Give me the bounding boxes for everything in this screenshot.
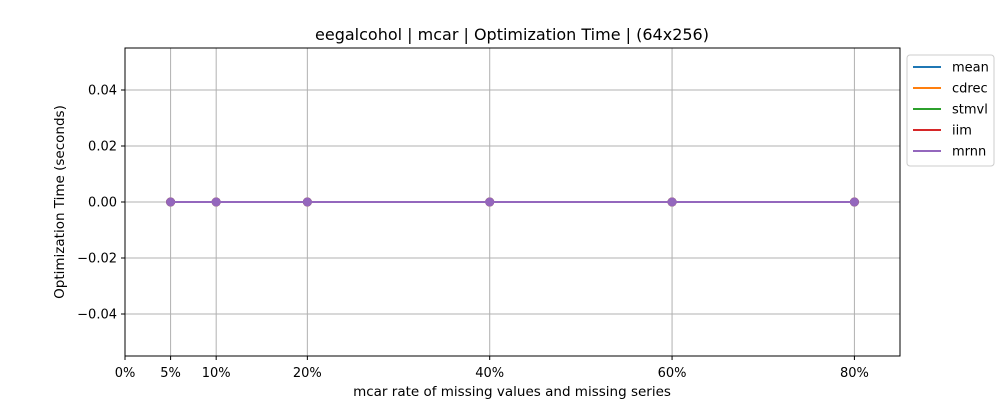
y-axis-ticks: −0.04 −0.02 0.00 0.02 0.04 [77,84,125,323]
legend-entry-label: mrnn [952,145,986,160]
y-tick-label: −0.02 [77,252,117,267]
y-tick-label: −0.04 [77,308,117,323]
legend-entry-label: stmvl [952,103,988,118]
chart-title: eegalcohol | mcar | Optimization Time | … [315,25,709,44]
x-tick-label: 5% [160,366,181,381]
legend-entry-label: mean [952,61,989,76]
data-point [166,197,176,207]
x-tick-label: 40% [475,366,504,381]
x-tick-label: 80% [840,366,869,381]
x-axis-ticks: 0% 5% 10% 20% 40% 60% 80% [115,356,869,381]
data-point [485,197,495,207]
y-tick-label: 0.04 [88,84,117,99]
x-tick-label: 60% [658,366,687,381]
legend-entry-label: iim [952,124,972,139]
legend: mean cdrec stmvl iim mrnn [906,54,995,167]
y-tick-label: 0.02 [88,140,117,155]
data-point [849,197,859,207]
y-tick-label: 0.00 [88,196,117,211]
legend-box [906,54,995,167]
data-point [302,197,312,207]
y-axis-label: Optimization Time (seconds) [52,105,68,299]
x-tick-label: 0% [115,366,136,381]
x-tick-label: 10% [202,366,231,381]
legend-entry-label: cdrec [952,82,988,97]
data-point [667,197,677,207]
series-layer [166,197,859,207]
series-mrnn [166,197,859,207]
data-point [211,197,221,207]
x-axis-label: mcar rate of missing values and missing … [353,384,671,400]
x-tick-label: 20% [293,366,322,381]
